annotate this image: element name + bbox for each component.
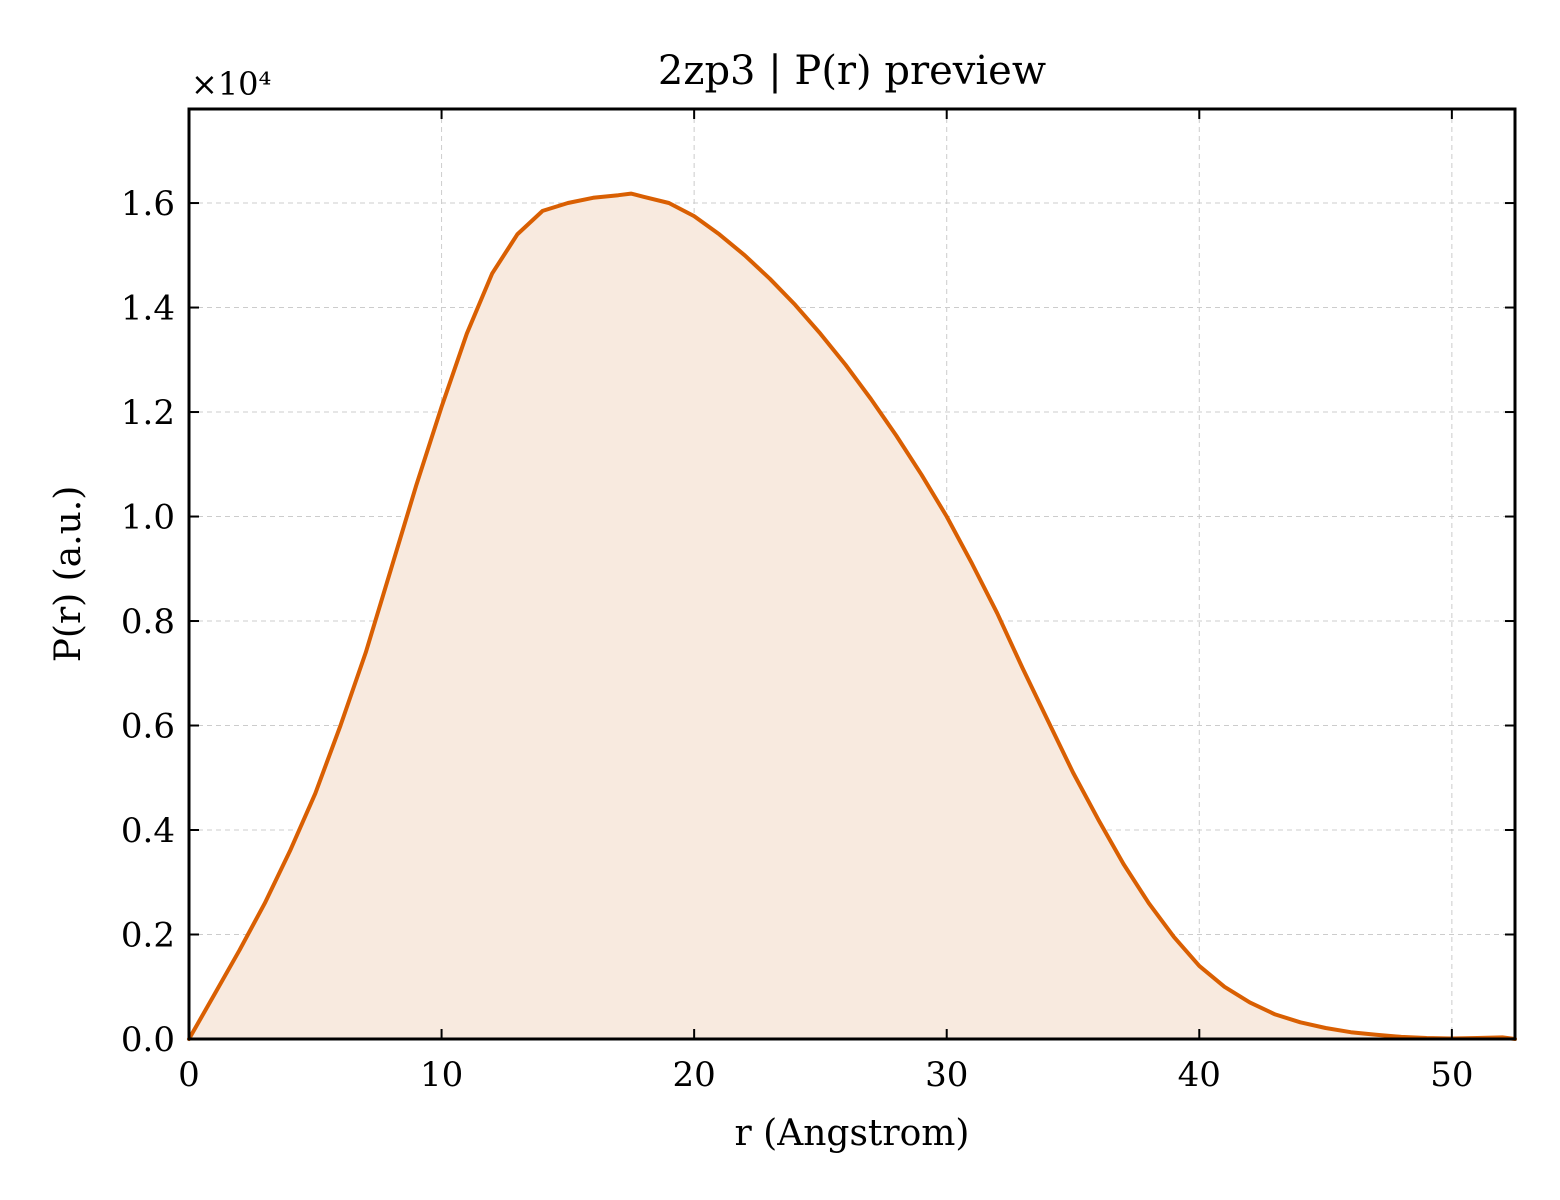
plot-frame (187, 107, 1517, 1041)
series-line (187, 191, 1517, 1041)
x-tick-label: 20 (673, 1055, 716, 1095)
x-axis-ticks: 0 10 20 30 40 50 (178, 109, 1473, 1095)
y-tick-label: 0.6 (121, 707, 175, 747)
y-tick-label: 0.2 (121, 916, 175, 956)
y-tick-label: 1.4 (121, 289, 175, 329)
chart-title: 2zp3 | P(r) preview (658, 48, 1046, 94)
y-tick-label: 1.6 (121, 184, 175, 224)
x-tick-label: 10 (420, 1055, 463, 1095)
x-axis-label: r (Angstrom) (735, 1113, 970, 1154)
y-tick-label: 0.8 (121, 602, 175, 642)
y-tick-label: 0.0 (121, 1020, 175, 1060)
y-tick-label: 0.4 (121, 811, 175, 851)
y-tick-label: 1.0 (121, 498, 175, 538)
x-tick-label: 0 (178, 1055, 200, 1095)
y-axis-offset-label: ×10⁴ (191, 65, 271, 103)
x-tick-label: 30 (925, 1055, 968, 1095)
series-area-fill (189, 193, 1515, 1040)
y-axis-label: P(r) (a.u.) (48, 486, 89, 663)
x-tick-label: 50 (1430, 1055, 1473, 1095)
y-tick-label: 1.2 (121, 393, 175, 433)
x-tick-label: 40 (1178, 1055, 1221, 1095)
y-axis-ticks: 0.0 0.2 0.4 0.6 0.8 1.0 1.2 1.4 1.6 (121, 184, 1515, 1060)
